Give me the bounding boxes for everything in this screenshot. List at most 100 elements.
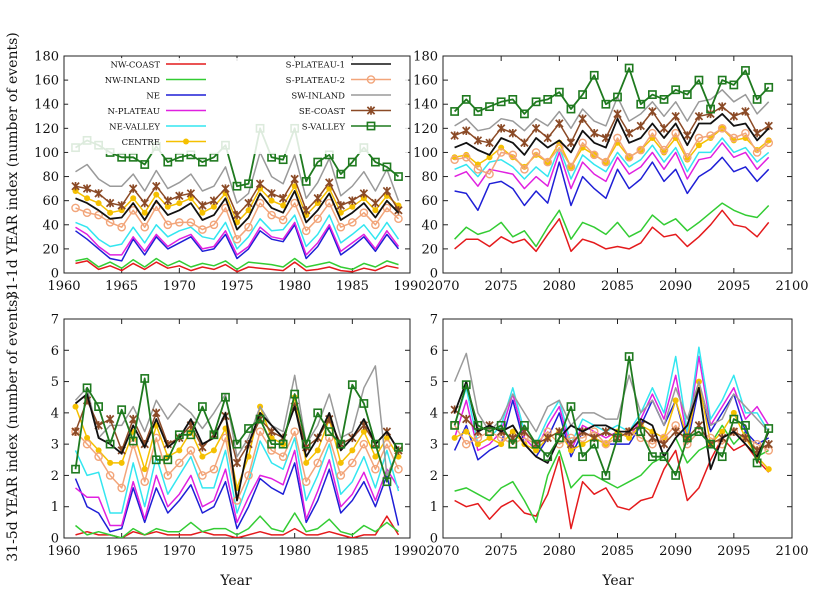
data-point-se-coast [671, 112, 680, 121]
x-axis-label-right: Year [601, 573, 634, 589]
data-point-s-plateau-2 [324, 433, 334, 443]
x-tick-label: 1970 [163, 279, 196, 294]
data-point-s-plateau-2 [175, 218, 184, 227]
y-tick-label: 2 [430, 469, 438, 484]
data-point-s-plateau-2 [128, 206, 138, 215]
y-tick-label: 160 [34, 74, 59, 89]
legend-label-n-plateau: N-PLATEAU [107, 107, 160, 117]
y-tick-label: 1 [51, 500, 59, 515]
data-point-s-plateau-2 [371, 220, 380, 230]
x-tick-label: 2080 [543, 279, 576, 294]
data-point-centre [130, 195, 137, 202]
series-line-sw-inland [74, 365, 400, 477]
series-line-s-plateau-1 [453, 380, 770, 471]
data-point-s-valley [636, 99, 646, 109]
data-point-s-plateau-2 [267, 210, 276, 220]
x-tick-label: 1965 [105, 279, 138, 294]
data-point-s-valley [151, 455, 161, 465]
data-point-s-valley [450, 107, 460, 116]
data-point-centre [176, 447, 183, 454]
y-tick-label: 140 [413, 98, 438, 113]
data-point-s-valley [671, 471, 681, 480]
data-point-s-valley [71, 464, 80, 474]
x-tick-label: 2095 [717, 279, 750, 294]
data-point-centre [567, 447, 574, 454]
legend: NW-COAST NW-INLAND NE N-PLATEAU NE-VALLEY CEN… [68, 58, 408, 154]
legend-label-ne-valley: NE-VALLEY [109, 123, 160, 133]
data-point-centre [210, 203, 217, 210]
data-point-s-plateau-2 [531, 148, 541, 157]
series-line-nw-coast [75, 515, 400, 538]
data-point-s-valley [531, 97, 541, 107]
data-point-s-valley [336, 169, 346, 179]
data-point-s-valley [82, 383, 92, 393]
y-tick-label: 40 [421, 218, 438, 233]
data-point-centre [95, 200, 102, 207]
x-tick-label: 2070 [426, 544, 459, 559]
data-point-s-valley [382, 477, 392, 487]
y-tick-label: 120 [34, 122, 59, 137]
data-point-s-plateau-2 [163, 220, 173, 230]
x-tick-label: 2090 [659, 279, 692, 294]
data-point-s-valley [647, 452, 657, 462]
data-point-s-valley [566, 402, 576, 411]
data-point-centre [337, 209, 344, 216]
data-point-se-coast [764, 439, 773, 449]
x-tick-label: 1970 [163, 544, 196, 559]
data-point-s-plateau-2 [359, 439, 369, 449]
series-line-ne [75, 224, 400, 262]
data-point-s-plateau-2 [255, 427, 265, 436]
data-point-s-plateau-2 [117, 222, 126, 232]
series-line-nw-inland [75, 512, 399, 538]
y-tick-label: 160 [413, 74, 438, 89]
series-line-nw-coast [454, 437, 770, 530]
data-point-se-coast [371, 198, 380, 208]
data-point-s-valley [752, 458, 762, 468]
data-point-se-coast [601, 427, 611, 436]
data-point-centre [314, 200, 321, 207]
data-point-s-valley [741, 66, 750, 75]
data-point-s-valley [244, 424, 253, 433]
y-tick-label: 2 [51, 469, 59, 484]
y-tick-label: 20 [42, 242, 59, 257]
legend-label-s-plateau-1: S-PLATEAU-1 [286, 61, 345, 71]
data-point-s-plateau-2 [764, 138, 774, 148]
data-point-s-plateau-2 [473, 165, 483, 174]
data-point-centre [245, 207, 252, 214]
legend-background [68, 58, 408, 154]
data-point-s-valley [278, 439, 288, 449]
data-point-s-plateau-2 [613, 133, 622, 143]
data-point-se-coast [741, 107, 750, 116]
data-point-se-coast [128, 184, 138, 193]
data-point-s-plateau-2 [671, 128, 680, 138]
data-point-s-valley [450, 420, 460, 430]
series-line-nw-coast [75, 260, 399, 273]
data-point-s-plateau-2 [290, 427, 299, 436]
data-point-s-plateau-2 [717, 124, 727, 133]
legend-label-nw-inland: NW-INLAND [105, 76, 160, 86]
data-point-s-plateau-2 [105, 471, 115, 480]
data-point-centre [210, 447, 217, 454]
x-tick-label: 2085 [601, 279, 634, 294]
data-point-s-plateau-2 [232, 234, 242, 244]
data-point-s-valley [496, 420, 506, 430]
data-point-se-coast [613, 109, 622, 119]
data-point-se-coast [566, 138, 576, 148]
series-group [450, 63, 774, 253]
series-line-ne-valley [454, 137, 770, 180]
data-point-se-coast [94, 189, 103, 198]
data-point-centre [164, 203, 171, 210]
data-point-s-plateau-2 [496, 148, 506, 157]
data-point-s-valley [717, 452, 727, 462]
x-tick-label: 1990 [393, 544, 426, 559]
data-point-s-valley [186, 430, 196, 440]
series-line-ne [454, 156, 770, 212]
data-point-s-valley [659, 95, 669, 104]
data-point-se-coast [359, 189, 369, 198]
series-group [71, 365, 403, 538]
data-point-se-coast [290, 174, 299, 184]
data-point-s-valley [729, 80, 739, 90]
data-point-s-valley [128, 436, 138, 446]
data-point-s-plateau-2 [461, 152, 471, 162]
data-point-s-plateau-2 [508, 150, 518, 160]
